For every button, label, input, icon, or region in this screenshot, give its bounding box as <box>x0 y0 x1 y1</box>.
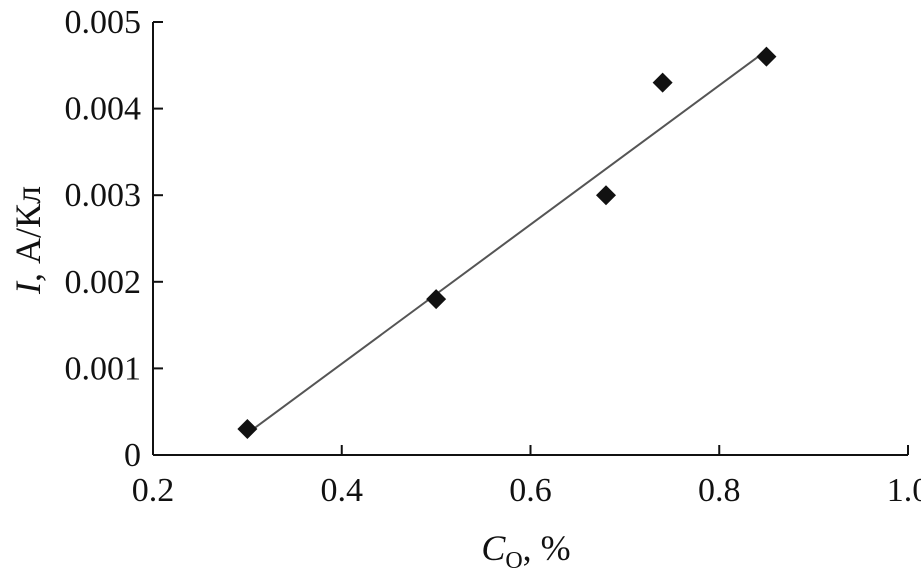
data-point <box>426 289 447 310</box>
y-tick-label: 0.003 <box>65 177 142 214</box>
y-tick-label: 0.005 <box>65 4 142 41</box>
y-axis-title-main: I <box>8 280 48 295</box>
axes <box>152 22 908 456</box>
fit-line <box>246 49 768 435</box>
y-tick-label: 0.002 <box>65 264 142 301</box>
y-axis-title: I, А/Кл <box>8 186 48 295</box>
data-point <box>756 46 777 67</box>
data-point <box>237 419 258 440</box>
y-tick-label: 0.004 <box>65 91 142 128</box>
data-points <box>237 46 777 440</box>
fit-line-group <box>246 49 768 435</box>
x-axis-title-main: C <box>481 528 506 568</box>
x-tick-label: 0.4 <box>321 472 364 509</box>
x-tick-label: 0.6 <box>509 472 552 509</box>
y-tick-label: 0 <box>124 437 141 474</box>
x-tick-label: 0.8 <box>698 472 741 509</box>
data-point <box>652 72 673 93</box>
x-axis-title-rest: , % <box>523 528 571 568</box>
x-tick-label: 1.0 <box>887 472 921 509</box>
data-point <box>596 185 616 206</box>
y-axis-ticks: 0 0.001 0.002 0.003 0.004 0.005 <box>65 4 163 474</box>
y-tick-label: 0.001 <box>65 350 142 387</box>
x-axis-ticks: 0.2 0.4 0.6 0.8 1.0 <box>132 445 921 509</box>
x-tick-label: 0.2 <box>132 472 175 509</box>
y-axis-title-rest: , А/Кл <box>8 186 48 282</box>
x-axis-title-sub: O <box>505 548 522 574</box>
x-axis-title: CO, % <box>481 528 570 574</box>
